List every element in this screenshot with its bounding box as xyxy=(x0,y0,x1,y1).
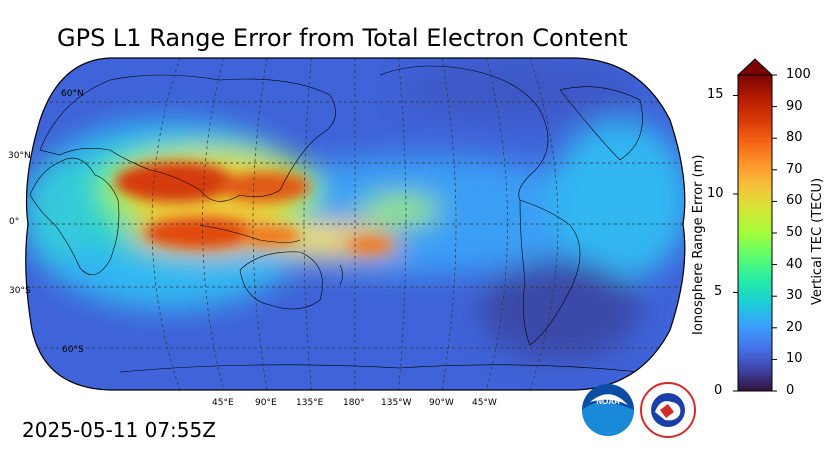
tec-tick-90: 90 xyxy=(786,99,803,114)
lat-label-30n: 30°N xyxy=(8,151,31,161)
coastlines xyxy=(29,65,643,373)
tec-tick-70: 70 xyxy=(786,162,803,177)
timestamp: 2025-05-11 07:55Z xyxy=(22,418,216,442)
tec-tick-60: 60 xyxy=(786,193,803,208)
noaa-logo xyxy=(582,384,634,436)
tec-tick-10: 10 xyxy=(786,351,803,366)
tec-tick-50: 50 xyxy=(786,225,803,240)
lon-label-180: 180° xyxy=(343,398,365,408)
tec-axis-label: Vertical TEC (TECU) xyxy=(810,177,825,305)
tec-tick-40: 40 xyxy=(786,257,803,272)
colorbar xyxy=(733,58,777,392)
lon-label-135e: 135°E xyxy=(296,398,324,408)
map-boundary xyxy=(25,57,686,391)
lat-label-0: 0° xyxy=(9,217,20,227)
map-title: GPS L1 Range Error from Total Electron C… xyxy=(57,24,628,52)
lon-label-45w: 45°W xyxy=(472,398,497,408)
lat-label-30s: 30°S xyxy=(9,286,31,296)
range-error-tick-10: 10 xyxy=(707,186,724,201)
range-error-axis-label: Ionosphere Range Error (m) xyxy=(691,154,706,335)
tec-tick-30: 30 xyxy=(786,288,803,303)
lat-label-60s: 60°S xyxy=(62,345,84,355)
tec-tick-0: 0 xyxy=(786,383,795,398)
range-error-tick-15: 15 xyxy=(707,87,724,102)
range-error-tick-5: 5 xyxy=(714,284,723,299)
tec-tick-100: 100 xyxy=(786,67,811,82)
tec-tick-20: 20 xyxy=(786,320,803,335)
graticule xyxy=(25,58,685,390)
lat-label-60n: 60°N xyxy=(61,89,84,99)
noaa-logo-text: NOAA xyxy=(596,397,620,406)
lon-label-45e: 45°E xyxy=(212,398,234,408)
nws-logo xyxy=(640,382,696,438)
lon-label-90e: 90°E xyxy=(255,398,277,408)
tec-tick-80: 80 xyxy=(786,130,803,145)
lon-label-135w: 135°W xyxy=(381,398,412,408)
lon-label-90w: 90°W xyxy=(429,398,454,408)
range-error-tick-0: 0 xyxy=(714,383,723,398)
tec-field xyxy=(25,58,685,390)
